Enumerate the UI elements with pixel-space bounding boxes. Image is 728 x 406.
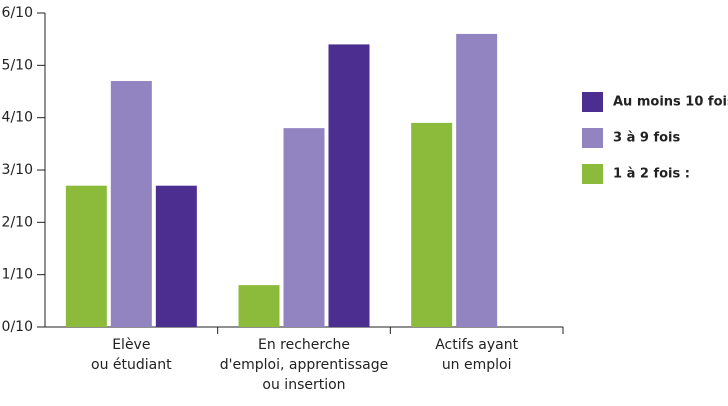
y-tick-label: 0/10 (2, 319, 33, 335)
y-tick-label: 4/10 (2, 110, 33, 126)
legend-label: Au moins 10 fois (613, 95, 728, 110)
legend-swatch (582, 92, 603, 112)
bar (411, 122, 453, 328)
bar (456, 33, 498, 327)
legend-label: 3 à 9 fois (613, 131, 680, 146)
y-tick-label: 5/10 (2, 57, 33, 73)
x-tick-label: Actifs ayant un emploi (435, 337, 519, 373)
y-tick-label: 3/10 (2, 162, 33, 178)
legend-swatch (582, 128, 603, 148)
bar (238, 285, 280, 327)
y-tick-label: 1/10 (2, 267, 33, 283)
x-tick-label: En recherche d'emploi, apprentissage ou … (219, 337, 389, 393)
bar (283, 128, 325, 327)
bar (155, 185, 197, 327)
legend-label: 1 à 2 fois : (613, 167, 690, 182)
bar (110, 81, 152, 328)
x-tick-label: Elève ou étudiant (91, 337, 172, 373)
y-tick-label: 2/10 (2, 214, 33, 230)
bar (65, 185, 107, 327)
y-tick-label: 6/10 (2, 5, 33, 21)
bar (328, 44, 370, 328)
legend-swatch (582, 164, 603, 184)
